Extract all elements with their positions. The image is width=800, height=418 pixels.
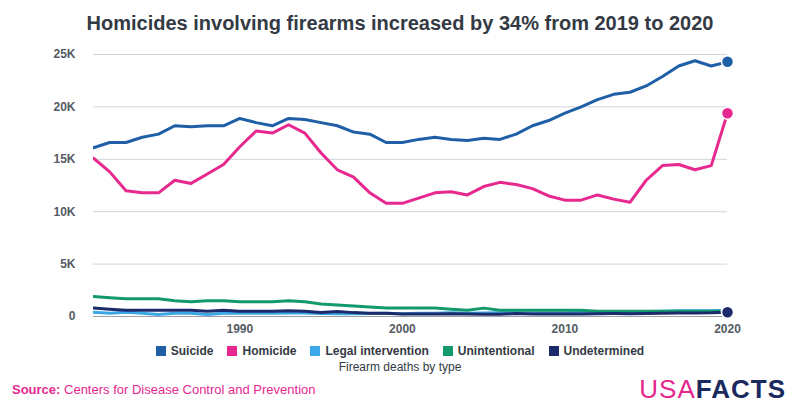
svg-text:0: 0 <box>69 309 76 323</box>
html-text:USA FACTS: USA FACTS <box>639 374 786 404</box>
svg-text:5K: 5K <box>60 257 76 271</box>
svg-text:20K: 20K <box>53 100 75 114</box>
svg-text:10K: 10K <box>53 205 75 219</box>
svg-text:25K: 25K <box>53 47 75 61</box>
html-text:Firearm deaths by type: Firearm deaths by type <box>338 360 462 374</box>
svg-text:15K: 15K <box>53 152 75 166</box>
svg-text:2010: 2010 <box>552 322 579 336</box>
html-text:Unintentional: Unintentional <box>457 344 535 358</box>
html-text:Source: Centers for Disease Co: Source: Centers for Disease Control and … <box>12 382 316 397</box>
html-text:Legal intervention: Legal intervention <box>325 344 429 358</box>
html-text:Homicides involving firearms i: Homicides involving firearms increased b… <box>86 12 714 34</box>
svg-text:2020: 2020 <box>714 322 741 336</box>
html-text:Homicide: Homicide <box>242 344 297 358</box>
svg-text:2000: 2000 <box>389 322 416 336</box>
svg-text:1990: 1990 <box>226 322 253 336</box>
html-text:Suicide: Suicide <box>170 344 214 358</box>
html-text:Undetermined: Undetermined <box>563 344 645 358</box>
